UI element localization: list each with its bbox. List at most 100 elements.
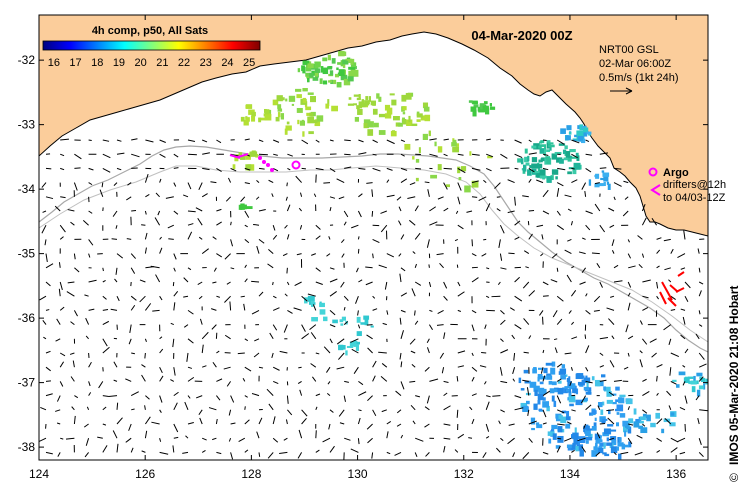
sst-pixel (347, 346, 353, 348)
sst-pixel (602, 419, 607, 421)
argo-track-point (270, 168, 274, 172)
sst-pixel (602, 452, 606, 454)
sst-pixel (552, 169, 558, 175)
sst-pixel (618, 397, 622, 402)
sst-pixel (315, 68, 320, 73)
sst-pixel (575, 446, 579, 451)
sst-pixel (519, 378, 522, 383)
sst-pixel (333, 80, 336, 84)
sst-pixel (362, 104, 366, 107)
current-vector (358, 438, 359, 444)
info-scale: 0.5m/s (1kt 24h) (599, 72, 678, 84)
sst-pixel (350, 62, 353, 65)
sst-pixel (403, 119, 407, 124)
sst-pixel (578, 382, 585, 386)
current-vector (557, 268, 558, 272)
colorbar-tick-label: 19 (113, 57, 125, 69)
sst-pixel (602, 172, 609, 176)
sst-pixel (568, 158, 572, 162)
sst-pixel (328, 80, 332, 82)
sst-pixel (485, 109, 489, 115)
colorbar-tick-label: 21 (156, 57, 168, 69)
sst-pixel (565, 135, 571, 140)
sst-pixel (540, 144, 546, 147)
sst-pixel (619, 395, 625, 397)
sst-pixel (620, 413, 625, 418)
sst-pixel (348, 76, 354, 81)
sst-pixel (545, 156, 550, 159)
sst-pixel (373, 109, 378, 115)
sst-pixel (453, 140, 457, 146)
sst-pixel (692, 386, 696, 392)
sst-pixel (332, 320, 338, 324)
sst-pixel (478, 107, 480, 111)
sst-pixel (572, 433, 578, 440)
sst-pixel (365, 319, 369, 325)
sst-pixel (469, 151, 471, 155)
sst-pixel (558, 426, 563, 432)
sst-pixel (309, 113, 313, 117)
sst-pixel (608, 184, 611, 190)
sst-pixel (297, 108, 303, 113)
current-vector (251, 281, 259, 282)
sst-pixel (330, 70, 333, 75)
sst-pixel (640, 416, 646, 420)
sst-pixel (575, 427, 577, 433)
current-vector (259, 154, 268, 155)
current-vector (409, 381, 415, 382)
sst-pixel (278, 108, 282, 111)
sst-pixel (542, 401, 549, 407)
current-vector (585, 334, 586, 338)
current-vector (298, 367, 301, 368)
sst-pixel (540, 140, 544, 143)
colorbar-gradient (43, 41, 260, 50)
x-tick-label: 132 (454, 467, 474, 481)
sst-pixel (265, 114, 272, 120)
sst-pixel (578, 136, 584, 141)
sst-pixel (337, 82, 342, 87)
sst-pixel (661, 429, 664, 433)
sst-pixel (699, 385, 704, 389)
sst-pixel (316, 115, 323, 121)
sst-pixel (309, 73, 313, 78)
sst-pixel (311, 317, 318, 321)
sst-pixel (586, 392, 592, 395)
sst-pixel (611, 446, 617, 453)
sst-pixel (314, 62, 320, 68)
sst-pixel (303, 98, 306, 103)
current-vector (415, 168, 421, 169)
sst-pixel (560, 369, 566, 374)
sst-pixel (360, 322, 365, 325)
x-tick-label: 126 (135, 467, 155, 481)
sst-pixel (615, 409, 617, 411)
sst-pixel (342, 52, 346, 56)
argo-legend-label: Argo (663, 167, 689, 179)
sst-pixel (529, 165, 531, 168)
sst-pixel (601, 421, 605, 423)
sst-pixel (697, 390, 700, 397)
y-tick-label: -32 (18, 53, 36, 67)
sst-pixel (569, 149, 575, 152)
sst-pixel (336, 67, 338, 70)
sst-pixel (534, 390, 537, 396)
sst-pixel (540, 176, 547, 179)
sst-pixel (417, 113, 423, 117)
sst-pixel (572, 388, 577, 393)
current-vector (457, 376, 458, 381)
sst-pixel (408, 116, 410, 122)
current-vector (600, 423, 605, 424)
sst-pixel (566, 125, 571, 130)
sst-pixel (365, 96, 368, 100)
sst-pixel (555, 176, 557, 179)
sst-pixel (354, 94, 361, 96)
sst-pixel (552, 389, 557, 392)
current-vector (657, 376, 658, 381)
sst-pixel (592, 426, 597, 431)
sst-pixel (464, 186, 470, 193)
y-tick-label: -38 (18, 440, 36, 454)
sst-pixel (390, 93, 395, 95)
sst-pixel (576, 155, 579, 161)
sst-pixel (287, 122, 290, 125)
sst-pixel (595, 380, 600, 386)
